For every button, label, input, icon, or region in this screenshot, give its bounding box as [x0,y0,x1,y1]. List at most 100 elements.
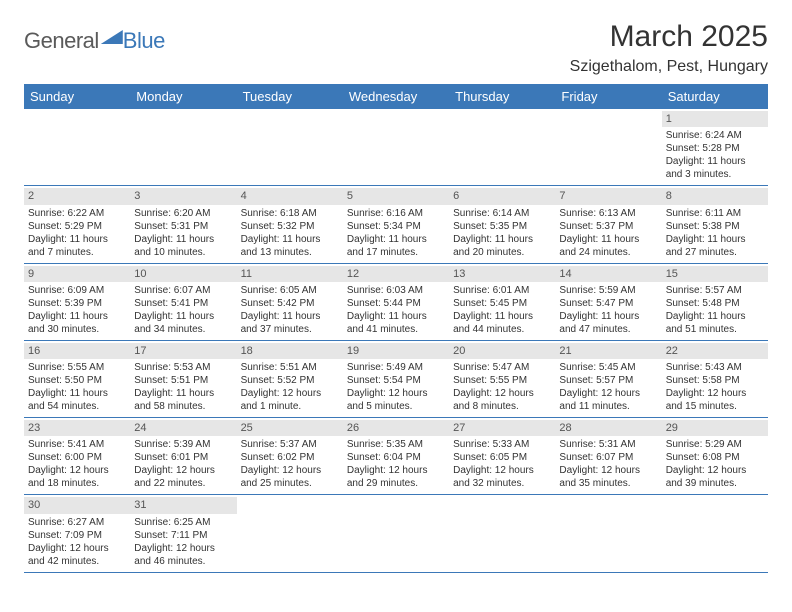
day-cell: 28Sunrise: 5:31 AMSunset: 6:07 PMDayligh… [555,418,661,494]
daylight-line: Daylight: 11 hours and 44 minutes. [453,310,551,336]
sunset-line: Sunset: 5:58 PM [666,374,764,387]
day-cell: 26Sunrise: 5:35 AMSunset: 6:04 PMDayligh… [343,418,449,494]
sunrise-line: Sunrise: 5:51 AM [241,361,339,374]
sunrise-line: Sunrise: 6:11 AM [666,207,764,220]
empty-cell [343,495,449,571]
daylight-line: Daylight: 12 hours and 22 minutes. [134,464,232,490]
sunrise-line: Sunrise: 6:01 AM [453,284,551,297]
day-number: 23 [24,420,130,436]
day-number: 25 [237,420,343,436]
empty-cell [449,495,555,571]
weekday-cell: Tuesday [237,84,343,109]
sunrise-line: Sunrise: 6:09 AM [28,284,126,297]
day-number: 12 [343,266,449,282]
day-number: 31 [130,497,236,513]
sunset-line: Sunset: 6:05 PM [453,451,551,464]
day-number: 5 [343,188,449,204]
sunrise-line: Sunrise: 5:57 AM [666,284,764,297]
daylight-line: Daylight: 12 hours and 5 minutes. [347,387,445,413]
empty-cell [24,109,130,185]
day-number: 20 [449,343,555,359]
weeks-grid: 1Sunrise: 6:24 AMSunset: 5:28 PMDaylight… [24,109,768,573]
weekday-cell: Saturday [662,84,768,109]
day-number: 2 [24,188,130,204]
day-cell: 16Sunrise: 5:55 AMSunset: 5:50 PMDayligh… [24,341,130,417]
day-cell: 1Sunrise: 6:24 AMSunset: 5:28 PMDaylight… [662,109,768,185]
sunset-line: Sunset: 6:08 PM [666,451,764,464]
sunrise-line: Sunrise: 6:03 AM [347,284,445,297]
day-cell: 10Sunrise: 6:07 AMSunset: 5:41 PMDayligh… [130,264,236,340]
week-row: 9Sunrise: 6:09 AMSunset: 5:39 PMDaylight… [24,264,768,341]
day-cell: 30Sunrise: 6:27 AMSunset: 7:09 PMDayligh… [24,495,130,571]
day-cell: 25Sunrise: 5:37 AMSunset: 6:02 PMDayligh… [237,418,343,494]
sunrise-line: Sunrise: 6:20 AM [134,207,232,220]
brand-part1: General [24,28,99,54]
day-cell: 27Sunrise: 5:33 AMSunset: 6:05 PMDayligh… [449,418,555,494]
empty-cell [555,495,661,571]
sunset-line: Sunset: 5:29 PM [28,220,126,233]
sunset-line: Sunset: 6:04 PM [347,451,445,464]
sunset-line: Sunset: 7:11 PM [134,529,232,542]
day-number: 28 [555,420,661,436]
header: General Blue March 2025 Szigethalom, Pes… [24,20,768,76]
day-number: 21 [555,343,661,359]
day-cell: 12 Sunrise: 6:03 AMSunset: 5:44 PMDayligh… [343,264,449,340]
daylight-line: Daylight: 11 hours and 47 minutes. [559,310,657,336]
day-number: 29 [662,420,768,436]
daylight-line: Daylight: 11 hours and 58 minutes. [134,387,232,413]
daylight-line: Daylight: 11 hours and 30 minutes. [28,310,126,336]
day-number: 7 [555,188,661,204]
sunrise-line: Sunrise: 5:39 AM [134,438,232,451]
day-number: 18 [237,343,343,359]
sunset-line: Sunset: 5:54 PM [347,374,445,387]
title-block: March 2025 Szigethalom, Pest, Hungary [570,20,768,76]
day-number: 11 [237,266,343,282]
sunset-line: Sunset: 5:32 PM [241,220,339,233]
day-number: 3 [130,188,236,204]
sunrise-line: Sunrise: 5:35 AM [347,438,445,451]
week-row: 2Sunrise: 6:22 AMSunset: 5:29 PMDaylight… [24,186,768,263]
sunrise-line: Sunrise: 6:07 AM [134,284,232,297]
day-number: 13 [449,266,555,282]
day-cell: 8Sunrise: 6:11 AMSunset: 5:38 PMDaylight… [662,186,768,262]
day-cell: 15Sunrise: 5:57 AMSunset: 5:48 PMDayligh… [662,264,768,340]
day-number: 15 [662,266,768,282]
week-row: 1Sunrise: 6:24 AMSunset: 5:28 PMDaylight… [24,109,768,186]
sunset-line: Sunset: 5:44 PM [347,297,445,310]
sunrise-line: Sunrise: 6:27 AM [28,516,126,529]
sunrise-line: Sunrise: 6:16 AM [347,207,445,220]
month-title: March 2025 [570,20,768,54]
day-number: 27 [449,420,555,436]
brand-triangle-icon [101,30,123,44]
daylight-line: Daylight: 11 hours and 3 minutes. [666,155,764,181]
day-cell: 29Sunrise: 5:29 AMSunset: 6:08 PMDayligh… [662,418,768,494]
brand-logo: General Blue [24,28,165,54]
daylight-line: Daylight: 12 hours and 29 minutes. [347,464,445,490]
day-number: 4 [237,188,343,204]
day-cell: 17Sunrise: 5:53 AMSunset: 5:51 PMDayligh… [130,341,236,417]
day-number: 14 [555,266,661,282]
sunset-line: Sunset: 5:47 PM [559,297,657,310]
sunrise-line: Sunrise: 5:49 AM [347,361,445,374]
day-number: 24 [130,420,236,436]
day-cell: 11Sunrise: 6:05 AMSunset: 5:42 PMDayligh… [237,264,343,340]
sunrise-line: Sunrise: 6:14 AM [453,207,551,220]
daylight-line: Daylight: 11 hours and 41 minutes. [347,310,445,336]
sunset-line: Sunset: 5:50 PM [28,374,126,387]
daylight-line: Daylight: 12 hours and 35 minutes. [559,464,657,490]
day-number: 17 [130,343,236,359]
day-cell: 7Sunrise: 6:13 AMSunset: 5:37 PMDaylight… [555,186,661,262]
sunset-line: Sunset: 5:35 PM [453,220,551,233]
sunrise-line: Sunrise: 5:47 AM [453,361,551,374]
weekday-cell: Friday [555,84,661,109]
day-number: 1 [662,111,768,127]
daylight-line: Daylight: 12 hours and 1 minute. [241,387,339,413]
weekday-header: SundayMondayTuesdayWednesdayThursdayFrid… [24,84,768,109]
sunrise-line: Sunrise: 5:31 AM [559,438,657,451]
daylight-line: Daylight: 12 hours and 18 minutes. [28,464,126,490]
day-cell: 18Sunrise: 5:51 AMSunset: 5:52 PMDayligh… [237,341,343,417]
calendar: SundayMondayTuesdayWednesdayThursdayFrid… [24,84,768,573]
empty-cell [237,495,343,571]
day-cell: 6Sunrise: 6:14 AMSunset: 5:35 PMDaylight… [449,186,555,262]
empty-cell [662,495,768,571]
